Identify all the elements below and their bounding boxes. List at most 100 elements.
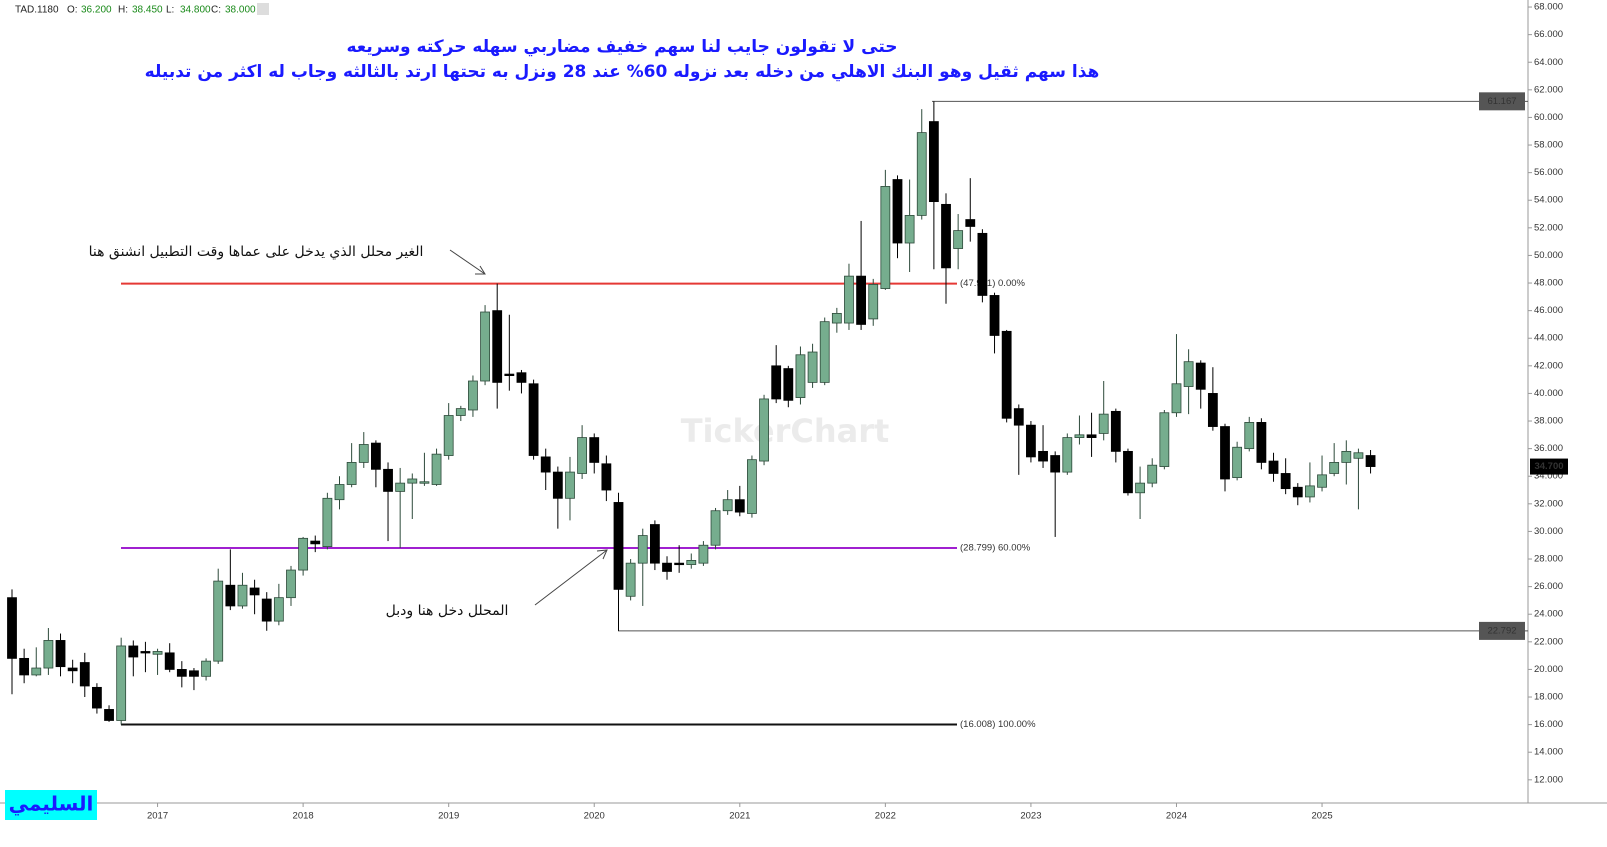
candle-body bbox=[795, 354, 806, 398]
ohlc-header: O: 36.200 H: 38.450 L: 34.800 C: 38.000 bbox=[67, 5, 256, 16]
x-tick-label: 2024 bbox=[1166, 811, 1187, 822]
candle-body bbox=[358, 444, 369, 463]
range-box bbox=[1479, 621, 1525, 640]
candle-body bbox=[528, 383, 539, 456]
y-tick-label: 14.000 bbox=[1534, 747, 1563, 758]
candle-body bbox=[370, 442, 381, 470]
candle-body bbox=[771, 365, 782, 400]
header-value: 38.000 bbox=[225, 5, 256, 16]
candle-body bbox=[7, 597, 17, 659]
candle-body bbox=[43, 640, 54, 669]
candle-body bbox=[759, 398, 769, 462]
candle-body bbox=[419, 481, 430, 484]
candle-body bbox=[1244, 422, 1255, 450]
candle-body bbox=[1013, 408, 1024, 426]
candle-body bbox=[225, 584, 236, 607]
candle-body bbox=[928, 121, 939, 203]
y-tick-label: 48.000 bbox=[1534, 278, 1563, 289]
candle-body bbox=[1317, 474, 1327, 488]
x-tick-label: 2022 bbox=[875, 811, 896, 822]
candle-body bbox=[1074, 434, 1085, 438]
candle-body bbox=[322, 497, 333, 548]
candle-body bbox=[55, 640, 66, 668]
plot: 61.167 22.792 (47.961) 0.00% (28.799) 60.00… bbox=[7, 92, 1528, 730]
candle-body bbox=[953, 230, 964, 249]
header-key: O: bbox=[67, 5, 78, 16]
y-tick-label: 18.000 bbox=[1534, 692, 1563, 703]
y-tick-label: 66.000 bbox=[1534, 29, 1563, 40]
candle-body bbox=[783, 368, 794, 401]
arrow-head bbox=[475, 265, 486, 275]
candle-body bbox=[286, 569, 296, 599]
candle-body bbox=[237, 584, 248, 607]
candle-body bbox=[261, 598, 272, 622]
candle-body bbox=[734, 499, 745, 513]
chart-title: حتى لا تقولون جايب لنا سهم خفيف مضاربي س… bbox=[346, 37, 897, 57]
candle-body bbox=[552, 471, 563, 499]
y-tick-label: 36.000 bbox=[1534, 443, 1563, 454]
candle-body bbox=[1171, 383, 1182, 414]
candle-body bbox=[443, 415, 454, 456]
candle-body bbox=[431, 453, 442, 485]
candle-body bbox=[140, 651, 151, 654]
candle-body bbox=[213, 580, 224, 662]
candle-body bbox=[1098, 413, 1109, 434]
symbol: TAD.1180 bbox=[15, 5, 59, 16]
range-label: 22.792 bbox=[1487, 625, 1516, 636]
candle-body bbox=[92, 686, 102, 709]
range-label: 61.167 bbox=[1487, 96, 1516, 107]
y-tick-label: 38.000 bbox=[1534, 416, 1563, 427]
candle-body bbox=[1147, 464, 1158, 484]
candle-body bbox=[298, 537, 309, 571]
candle-body bbox=[1135, 482, 1145, 494]
candle-body bbox=[577, 437, 588, 474]
annotation: الغير محلل الذي يدخل على عماها وقت التطب… bbox=[89, 244, 424, 260]
candle-body bbox=[686, 560, 697, 565]
candle-body bbox=[1001, 330, 1012, 419]
candle-body bbox=[807, 351, 818, 383]
candle-body bbox=[831, 312, 842, 324]
y-tick-label: 34.000 bbox=[1534, 471, 1563, 482]
signature: السليمي bbox=[9, 792, 94, 817]
x-tick-label: 2020 bbox=[584, 811, 605, 822]
candle-body bbox=[79, 662, 90, 687]
candle-body bbox=[1232, 446, 1243, 479]
candle-body bbox=[310, 540, 321, 545]
y-tick-label: 26.000 bbox=[1534, 581, 1563, 592]
candle-body bbox=[492, 310, 503, 383]
candle-body bbox=[128, 645, 139, 658]
header-button[interactable] bbox=[257, 3, 269, 15]
candle-body bbox=[649, 524, 660, 564]
candle-body bbox=[965, 219, 976, 227]
candle-body bbox=[1305, 485, 1315, 498]
candle-body bbox=[468, 380, 478, 411]
candle-body bbox=[1341, 450, 1352, 463]
x-tick-label: 2017 bbox=[147, 811, 168, 822]
candle-body bbox=[601, 463, 612, 491]
signature-box bbox=[5, 790, 97, 820]
candle-body bbox=[346, 462, 357, 485]
candle-body bbox=[1026, 424, 1036, 458]
candle-body bbox=[334, 484, 345, 501]
candle-body bbox=[904, 215, 915, 244]
header-key: L: bbox=[166, 5, 174, 16]
x-tick-label: 2023 bbox=[1020, 811, 1041, 822]
candle-body bbox=[941, 203, 951, 269]
range-box bbox=[1479, 92, 1525, 111]
candle-body bbox=[613, 502, 624, 590]
candle-body bbox=[722, 499, 733, 512]
candle-body bbox=[868, 284, 879, 320]
candle-body bbox=[589, 437, 600, 463]
header-key: C: bbox=[211, 5, 221, 16]
candle-body bbox=[152, 651, 163, 655]
y-tick-label: 32.000 bbox=[1534, 498, 1563, 509]
candle-body bbox=[1329, 462, 1340, 474]
y-tick-label: 58.000 bbox=[1534, 140, 1563, 151]
candle-body bbox=[31, 667, 42, 676]
y-tick-label: 24.000 bbox=[1534, 609, 1563, 620]
candle-body bbox=[104, 709, 114, 721]
fib-label: (28.799) 60.00% bbox=[960, 543, 1031, 554]
y-tick-label: 64.000 bbox=[1534, 57, 1563, 68]
candle-body bbox=[674, 562, 685, 566]
arrow-head bbox=[596, 549, 608, 560]
